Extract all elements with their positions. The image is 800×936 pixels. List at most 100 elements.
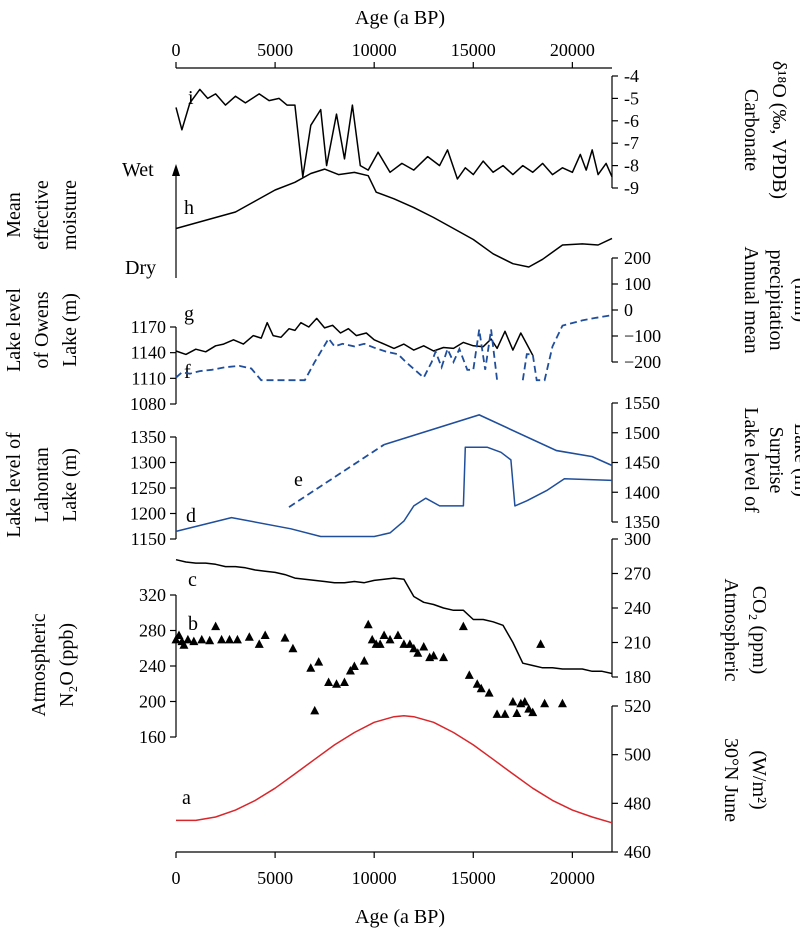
n2o-point <box>183 634 193 644</box>
top-x-tick-label: 20000 <box>550 40 595 60</box>
n2o-point <box>205 635 215 645</box>
n2o-point <box>508 697 518 706</box>
n2o-point <box>332 679 342 688</box>
top-x-tick-label: 15000 <box>451 40 496 60</box>
top-x-tick-label: 10000 <box>352 40 397 60</box>
n2o-point <box>171 634 181 644</box>
owens-title-line2: of Owens <box>31 291 53 368</box>
co2-tick-label: 210 <box>624 633 651 653</box>
surprise-tick-label: 1400 <box>624 482 660 502</box>
series-f-line <box>175 329 498 382</box>
top-x-tick-label: 5000 <box>257 40 293 60</box>
n2o-point <box>524 704 534 713</box>
n2o-point <box>405 639 415 648</box>
n2o-point <box>484 688 494 697</box>
surprise-tick-label: 1500 <box>624 423 660 443</box>
n2o-point <box>500 709 510 718</box>
co2-tick-label: 300 <box>624 529 651 549</box>
insol-tick-label: 460 <box>624 842 651 862</box>
n2o-tick-label: 320 <box>139 585 166 605</box>
lahontan-tick-label: 1250 <box>130 478 166 498</box>
moisture-dry-label: Dry <box>125 257 156 279</box>
series-a-line <box>176 714 613 824</box>
panel-label-b: b <box>188 613 198 635</box>
panel-label-e: e <box>294 469 303 491</box>
n2o-point <box>492 709 502 718</box>
series-f-line <box>521 314 613 382</box>
panel-labels: i h g f e d c b a <box>182 87 303 809</box>
co2-tick-label: 240 <box>624 598 651 618</box>
n2o-point <box>419 641 429 651</box>
n2o-tick-label: 200 <box>139 692 166 712</box>
n2o-tick-label: 280 <box>139 621 166 641</box>
surprise-tick-label: 1450 <box>624 453 660 473</box>
precip-tick-label: 200 <box>624 248 651 268</box>
n2o-point <box>429 650 439 660</box>
insol-tick-label: 520 <box>624 696 651 716</box>
insol-tick-label: 500 <box>624 745 651 765</box>
n2o-point <box>399 639 409 648</box>
n2o-point <box>232 634 242 644</box>
co2-axis-title: Atmospheric CO₂ (ppm) <box>720 578 770 681</box>
insol-axis: 520 500 480 460 <box>611 696 651 862</box>
bottom-x-axis-title: Age (a BP) <box>355 906 445 928</box>
surprise-axis-title: Lake level of Surprise Lake (m) <box>740 407 800 513</box>
insol-tick-label: 480 <box>624 793 651 813</box>
n2o-point <box>349 661 359 670</box>
n2o-point <box>385 634 395 644</box>
n2o-point <box>540 698 550 708</box>
insol-axis-title: 30°N June (W/m²) <box>720 738 770 822</box>
owens-title-line1: Lake level <box>3 288 25 372</box>
surprise-title-line2: Surprise <box>765 427 787 494</box>
d18o-tick-label: -8 <box>624 156 639 176</box>
precip-tick-label: −100 <box>624 326 661 346</box>
panel-label-d: d <box>186 505 196 527</box>
panel-label-f: f <box>184 361 191 383</box>
n2o-axis: 320 280 240 200 160 <box>139 585 177 747</box>
bottom-x-tick-label: 5000 <box>257 868 293 888</box>
precip-title-line1: Annual mean <box>740 246 762 353</box>
panel-label-g: g <box>184 303 194 325</box>
y-axes: -4-5-6-7-8-92001000−100−2001170114011101… <box>130 66 661 862</box>
n2o-point <box>306 663 316 672</box>
precip-title-line2: precipitation <box>765 249 787 350</box>
co2-title-line1: Atmospheric <box>720 578 742 681</box>
n2o-point <box>324 677 334 686</box>
series-layer <box>171 88 613 824</box>
lahontan-axis-title: Lake level of Lahontan Lake (m) <box>3 432 81 538</box>
panel-label-h: h <box>184 197 194 219</box>
lahontan-tick-label: 1350 <box>130 427 166 447</box>
moisture-axis-title: Mean effective moisture <box>3 180 81 250</box>
n2o-point <box>244 632 254 641</box>
d18o-title-line2: δ¹⁸O (‰, VPDB) <box>768 61 790 199</box>
co2-tick-label: 180 <box>624 667 651 687</box>
owens-tick-label: 1140 <box>131 343 166 363</box>
n2o-point <box>288 643 298 653</box>
top-x-ticks: 0 5000 10000 15000 20000 <box>172 40 595 68</box>
n2o-point <box>310 705 320 715</box>
bottom-x-tick-label: 20000 <box>550 868 595 888</box>
bottom-x-ticks: 0 5000 10000 15000 20000 <box>172 852 595 888</box>
n2o-axis-title: Atmospheric N₂O (ppb) <box>28 613 78 716</box>
n2o-point <box>520 697 530 706</box>
co2-axis: 300 270 240 210 180 <box>611 529 651 687</box>
n2o-point <box>217 634 227 644</box>
surprise-tick-label: 1350 <box>624 512 660 532</box>
n2o-point <box>174 630 184 639</box>
lahontan-tick-label: 1150 <box>131 529 166 549</box>
n2o-point <box>197 634 207 644</box>
top-x-axis-title: Age (a BP) <box>355 7 445 29</box>
series-f <box>175 314 613 382</box>
bottom-x-tick-label: 10000 <box>352 868 397 888</box>
moisture-title-line1: Mean <box>3 192 25 238</box>
lahontan-title-line2: Lahontan <box>31 447 53 523</box>
lahontan-title-line1: Lake level of <box>3 432 25 538</box>
series-g-line <box>175 317 534 356</box>
d18o-tick-label: -6 <box>624 111 639 131</box>
n2o-point <box>379 630 389 639</box>
n2o-point <box>512 708 522 718</box>
bottom-x-axis: Age (a BP) 0 5000 10000 15000 20000 <box>172 851 612 928</box>
series-h-line <box>175 168 613 268</box>
series-c-line <box>175 558 613 675</box>
